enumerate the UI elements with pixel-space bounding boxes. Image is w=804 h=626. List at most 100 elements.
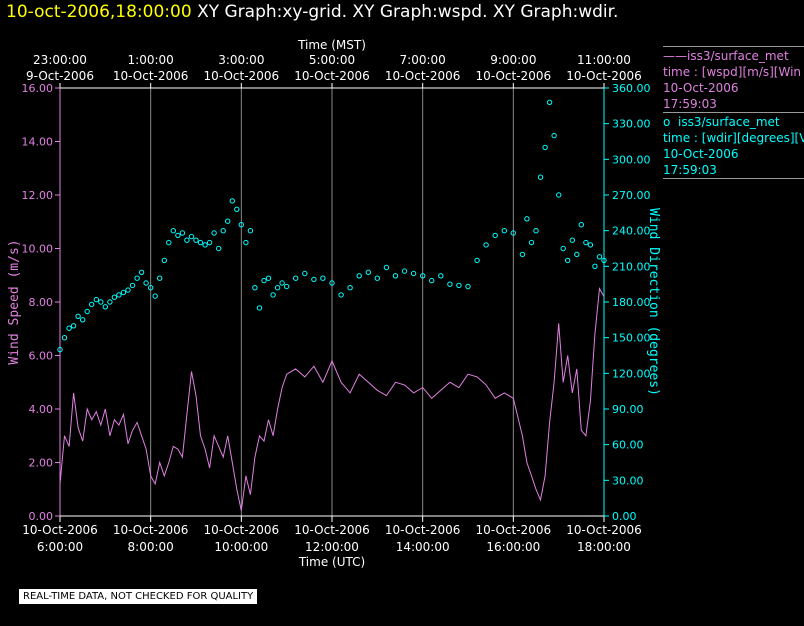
wdir-point <box>138 269 145 275</box>
top-axis-title: Time (MST) <box>297 38 366 52</box>
top-tick-date-4: 10-Oct-2006 <box>385 69 461 83</box>
wdir-point <box>148 285 154 291</box>
legend: ——iss3/surface_met time : [wspd][m/s][Wi… <box>663 46 804 179</box>
bottom-tick-date-6: 10-Oct-2006 <box>566 523 642 537</box>
wdir-point <box>216 245 222 252</box>
wind-speed-series <box>59 286 605 511</box>
wdir-point <box>274 285 281 291</box>
left-axis-title: Wind Speed (m/s) <box>7 239 22 364</box>
right-tick-label-0: 0.00 <box>612 510 637 523</box>
left-tick-label-4: 8.00 <box>29 296 54 309</box>
wdir-point <box>89 301 95 308</box>
wdir-point <box>129 282 136 289</box>
wdir-point <box>510 230 516 236</box>
title-graph-names: XY Graph:xy-grid. XY Graph:wspd. XY Grap… <box>197 2 619 22</box>
legend-wdir-date: 10-Oct-2006 <box>663 147 739 161</box>
wdir-point <box>438 273 444 279</box>
left-tick-label-0: 0.00 <box>29 510 54 523</box>
top-tick-time-6: 11:00:00 <box>577 53 631 67</box>
top-tick-date-6: 10-Oct-2006 <box>566 69 642 83</box>
wdir-point <box>197 239 204 246</box>
wdir-point <box>98 299 104 305</box>
wdir-point <box>143 280 149 286</box>
wdir-point <box>542 144 548 151</box>
wdir-point <box>392 273 399 279</box>
wdir-point <box>560 245 566 252</box>
left-tick-label-1: 2.00 <box>29 457 54 470</box>
wdir-point <box>134 275 140 281</box>
wdir-point <box>533 228 539 234</box>
wdir-point <box>184 237 190 243</box>
top-tick-time-0: 23:00:00 <box>33 53 87 67</box>
bottom-tick-time-4: 14:00:00 <box>396 540 450 554</box>
wdir-point <box>206 239 213 246</box>
right-tick-label-8: 240.00 <box>612 225 651 238</box>
legend-wdir-time: 17:59:03 <box>663 163 717 177</box>
wdir-point <box>270 292 276 298</box>
legend-circle-marker: o <box>663 115 671 129</box>
wind-direction-series <box>57 99 607 353</box>
right-tick-label-9: 270.00 <box>612 189 651 202</box>
bottom-tick-time-6: 18:00:00 <box>577 540 631 554</box>
wdir-point <box>565 257 571 264</box>
wdir-point <box>120 289 127 296</box>
top-tick-time-2: 3:00:00 <box>218 53 264 67</box>
left-tick-label-6: 12.00 <box>22 189 54 202</box>
left-tick-label-7: 14.00 <box>22 136 54 149</box>
right-tick-label-6: 180.00 <box>612 296 651 309</box>
wdir-point <box>238 222 245 228</box>
wdir-point <box>338 292 344 298</box>
top-tick-date-5: 10-Oct-2006 <box>476 69 552 83</box>
wdir-point <box>107 299 113 305</box>
wdir-point <box>383 264 390 271</box>
wdir-point <box>179 230 186 236</box>
wdir-point <box>519 251 526 258</box>
wdir-point <box>546 99 553 106</box>
legend-wspd-name: iss3/surface_met <box>687 49 789 63</box>
wdir-point <box>157 275 163 281</box>
wdir-point <box>329 280 335 286</box>
top-tick-time-1: 1:00:00 <box>128 53 174 67</box>
right-tick-label-4: 120.00 <box>612 367 651 380</box>
wdir-point <box>252 285 258 291</box>
legend-wdir-name: iss3/surface_met <box>677 115 780 129</box>
wdir-point <box>583 239 589 246</box>
wdir-point <box>166 239 172 246</box>
bottom-tick-time-1: 8:00:00 <box>128 540 174 554</box>
bottom-axis-title: Time (UTC) <box>298 555 365 569</box>
bottom-tick-time-3: 12:00:00 <box>305 540 359 554</box>
wdir-point <box>225 218 231 224</box>
wdir-point <box>70 323 77 329</box>
wdir-point <box>161 257 168 264</box>
bottom-tick-date-4: 10-Oct-2006 <box>385 523 461 537</box>
right-tick-label-7: 210.00 <box>612 260 651 273</box>
right-tick-label-2: 60.00 <box>612 439 644 452</box>
legend-wspd-time: 17:59:03 <box>663 97 717 111</box>
wdir-point <box>256 305 263 311</box>
wspd-line <box>59 286 605 511</box>
wdir-point <box>483 242 489 248</box>
wdir-point <box>492 232 498 239</box>
wdir-point <box>356 273 362 279</box>
wdir-point <box>234 206 240 213</box>
legend-entry-wspd: ——iss3/surface_met time : [wspd][m/s][Wi… <box>663 46 804 112</box>
wdir-point <box>365 269 371 275</box>
bottom-tick-time-0: 6:00:00 <box>37 540 83 554</box>
bottom-tick-date-3: 10-Oct-2006 <box>294 523 370 537</box>
wdir-point <box>284 283 290 290</box>
top-tick-date-1: 10-Oct-2006 <box>113 69 189 83</box>
bottom-tick-date-1: 10-Oct-2006 <box>113 523 189 537</box>
wdir-point <box>102 304 109 310</box>
wdir-point <box>193 237 199 243</box>
wdir-point <box>111 294 118 300</box>
left-tick-label-8: 16.00 <box>22 82 54 95</box>
wdir-point <box>551 132 557 139</box>
wdir-point <box>429 277 435 284</box>
right-tick-label-3: 90.00 <box>612 403 644 416</box>
wdir-point <box>229 198 236 204</box>
wdir-point <box>501 228 507 234</box>
wdir-point <box>578 222 584 228</box>
grid-lines <box>150 88 514 516</box>
wdir-point <box>592 263 598 269</box>
wdir-point <box>188 233 195 240</box>
